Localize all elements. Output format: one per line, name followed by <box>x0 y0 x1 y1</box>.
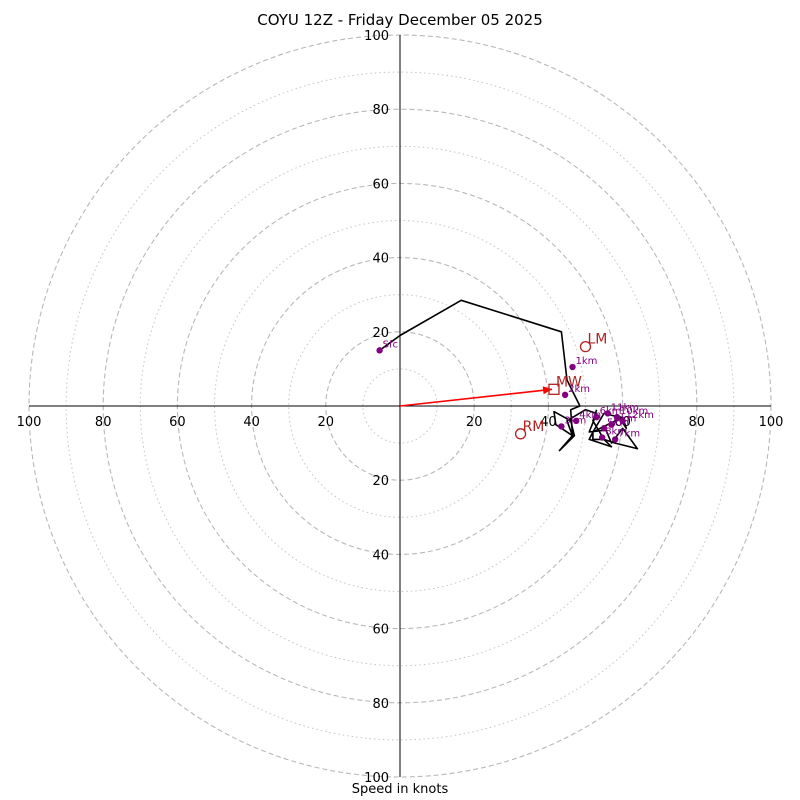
level-marker-2km <box>561 391 569 399</box>
tick-label-up-40: 40 <box>372 252 389 267</box>
tick-label-down-80: 80 <box>372 697 389 712</box>
level-label-10km: 10km <box>620 406 648 417</box>
tick-label-right-40: 40 <box>540 415 557 430</box>
level-marker-11km <box>604 410 611 417</box>
level-label-7km: 7km <box>618 428 640 439</box>
tick-label-left-40: 40 <box>243 415 260 430</box>
tick-label-down-20: 20 <box>372 474 389 489</box>
level-label-11km: 11km <box>611 402 639 413</box>
tick-label-down-40: 40 <box>372 548 389 563</box>
level-label-9km: 9km <box>614 414 636 425</box>
tick-label-left-100: 100 <box>17 415 42 430</box>
level-label-1km: 1km <box>576 356 598 367</box>
level-label-sfc: Sfc <box>383 339 398 350</box>
tick-label-right-20: 20 <box>466 415 483 430</box>
level-marker-10km <box>613 413 621 421</box>
chart-title: COYU 12Z - Friday December 05 2025 <box>257 11 543 29</box>
storm-marker-lm <box>579 340 592 353</box>
level-label-6km: 6km <box>600 406 622 417</box>
level-marker-4km <box>573 417 580 425</box>
tick-label-right-80: 80 <box>689 415 706 430</box>
level-marker-6km <box>593 413 600 421</box>
level-label-12km: 12km <box>626 410 654 421</box>
tick-label-up-20: 20 <box>372 326 389 341</box>
storm-label-lm: LM <box>588 332 608 348</box>
level-marker-1km <box>569 363 576 371</box>
level-marker-sfc <box>376 347 383 354</box>
tick-label-up-80: 80 <box>372 103 389 118</box>
tick-label-down-100: 100 <box>364 771 389 786</box>
tick-label-right-100: 100 <box>759 415 784 430</box>
storm-label-mw: MW <box>556 374 582 390</box>
level-label-2km: 2km <box>568 384 590 395</box>
tick-label-left-20: 20 <box>318 415 335 430</box>
storm-marker-mw <box>548 383 560 395</box>
tick-label-left-60: 60 <box>169 415 186 430</box>
height-level-markers: Sfc1km2km3km4km5km6km7km8km9km10km11km12… <box>376 339 654 443</box>
tick-label-up-60: 60 <box>372 177 389 192</box>
level-marker-9km <box>608 421 615 428</box>
level-label-4km: 4km <box>579 410 601 421</box>
shear-vector-line <box>399 388 553 407</box>
level-marker-8km <box>598 434 606 441</box>
storm-motion-markers: LM MW RM <box>514 332 608 440</box>
level-marker-12km <box>619 417 626 425</box>
x-axis-label: Speed in knots <box>351 782 449 797</box>
level-marker-7km <box>611 436 619 443</box>
hodograph-line <box>379 299 639 452</box>
storm-marker-rm <box>514 428 527 440</box>
level-marker-5km <box>600 425 608 432</box>
tick-label-left-80: 80 <box>95 415 112 430</box>
shear-vector <box>399 386 553 407</box>
tick-label-down-60: 60 <box>372 623 389 638</box>
level-marker-3km <box>558 423 565 430</box>
level-label-8km: 8km <box>605 427 627 438</box>
level-label-5km: 5km <box>607 417 629 428</box>
hodograph-trace <box>379 299 639 452</box>
shear-vector-arrowhead <box>542 386 553 395</box>
storm-label-rm: RM <box>523 419 545 435</box>
tick-label-up-100: 100 <box>364 29 389 44</box>
